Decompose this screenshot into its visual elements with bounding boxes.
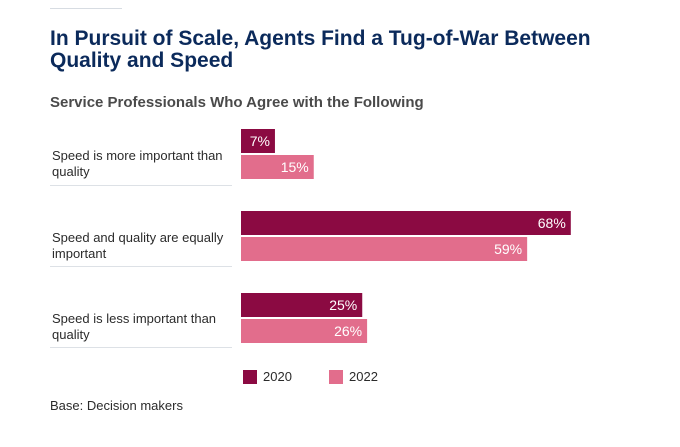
data-label-2020-2: 25% — [329, 297, 357, 313]
row-divider — [50, 347, 232, 348]
category-label-0: Speed is more important than quality — [52, 148, 223, 179]
legend-item-2020: 2020 — [243, 369, 292, 384]
data-label-2020-1: 68% — [538, 215, 566, 231]
bar-2022-1 — [241, 237, 528, 261]
legend-label-2022: 2022 — [349, 369, 378, 384]
base-note: Base: Decision makers — [50, 398, 183, 413]
row-divider — [50, 266, 232, 267]
legend-swatch-2022 — [329, 369, 343, 384]
legend-item-2022: 2022 — [329, 369, 378, 384]
bar-2020-1 — [241, 211, 571, 235]
bar-2020-2 — [241, 293, 363, 317]
data-label-2022-2: 26% — [334, 323, 362, 339]
row-divider — [50, 185, 232, 186]
legend-label-2020: 2020 — [263, 369, 292, 384]
data-label-2022-0: 15% — [281, 159, 309, 175]
bar-2022-0 — [241, 155, 314, 179]
chart-subtitle: Service Professionals Who Agree with the… — [50, 94, 424, 111]
bar-2020-0 — [241, 129, 275, 153]
legend-swatch-2020 — [243, 369, 257, 384]
bar-2022-2 — [241, 319, 368, 343]
top-rule — [50, 8, 122, 9]
category-label-2: Speed is less important than quality — [52, 311, 217, 342]
chart-title: In Pursuit of Scale, Agents Find a Tug-o… — [50, 27, 591, 72]
category-label-1: Speed and quality are equally important — [52, 230, 224, 261]
data-label-2020-0: 7% — [250, 133, 270, 149]
data-label-2022-1: 59% — [494, 241, 522, 257]
